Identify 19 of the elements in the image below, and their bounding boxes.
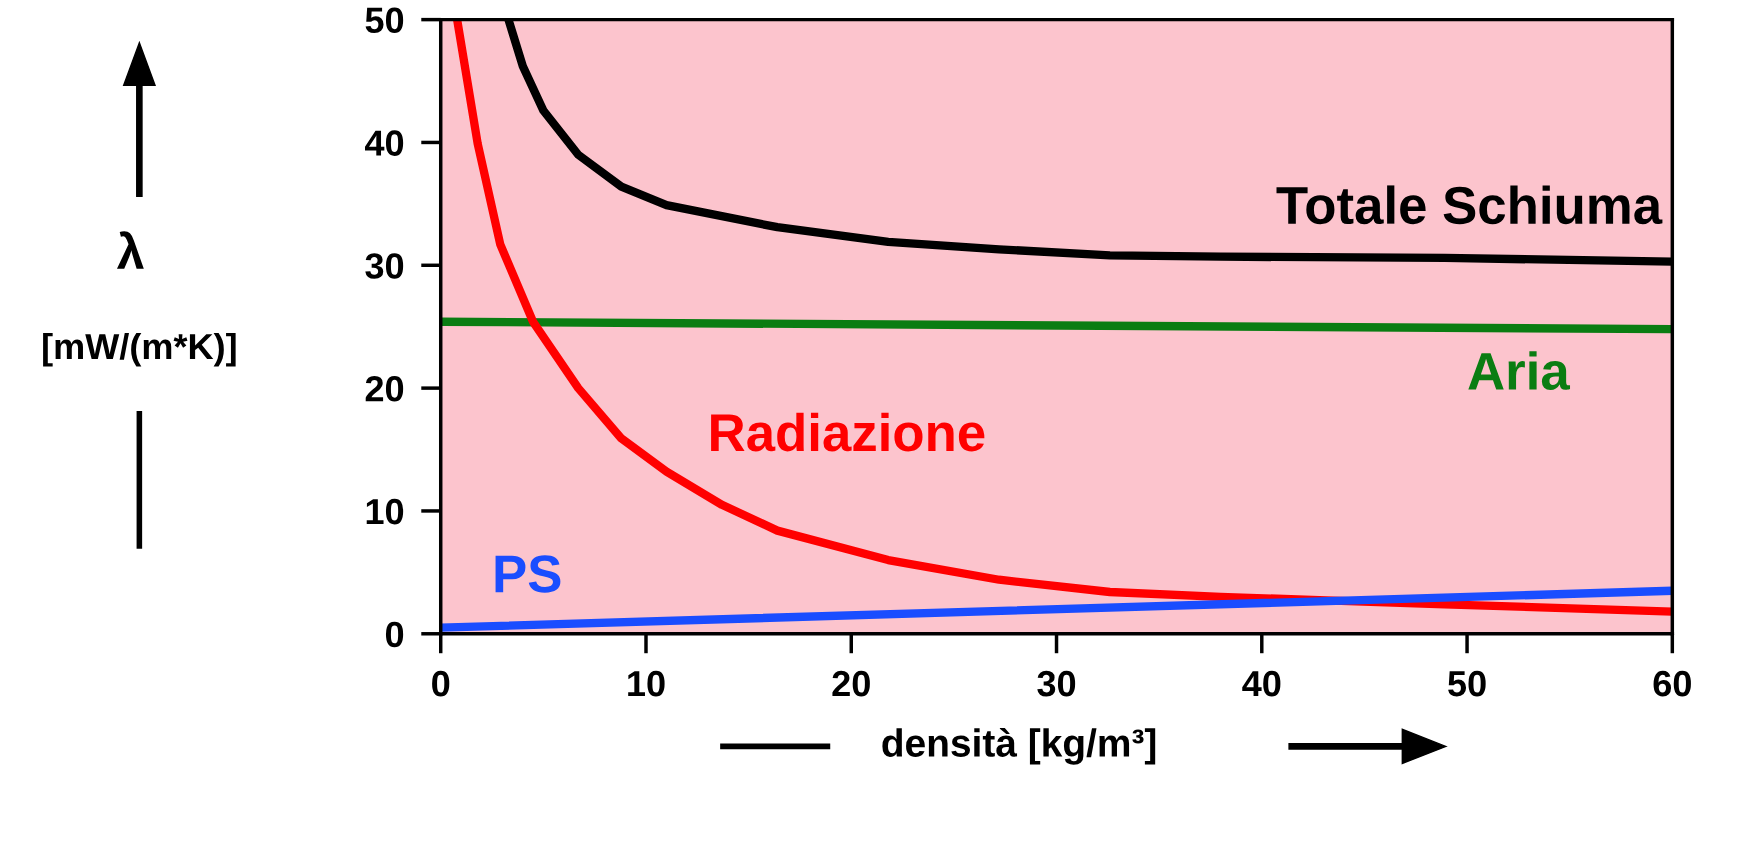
x-tick-label: 20	[832, 670, 870, 697]
y-tick-label: 30	[365, 253, 404, 279]
y-tick-label: 10	[366, 498, 404, 525]
y-tick-label: 40	[365, 130, 404, 156]
series-label: Totale Schiuma	[1276, 185, 1663, 225]
series-label: Radiazione	[711, 412, 985, 452]
series-label: Aria	[1468, 351, 1571, 390]
y-tick-label: 0	[385, 621, 404, 648]
x-tick-label: 10	[628, 670, 665, 697]
y-tick-label: 50	[365, 7, 404, 34]
text: λ [mW/(m*K)]	[43, 231, 236, 367]
x-tick-label: 60	[1653, 670, 1691, 697]
x-tick-label: 50	[1448, 670, 1486, 697]
y-tick-label: 20	[365, 375, 404, 402]
series-label: PS	[495, 555, 561, 593]
x-tick-label: 40	[1242, 670, 1281, 697]
x-tick-label: 30	[1037, 670, 1076, 697]
x-axis-title: densità [kg/m³]	[882, 727, 1156, 765]
x-tick-label: 0	[432, 670, 450, 697]
